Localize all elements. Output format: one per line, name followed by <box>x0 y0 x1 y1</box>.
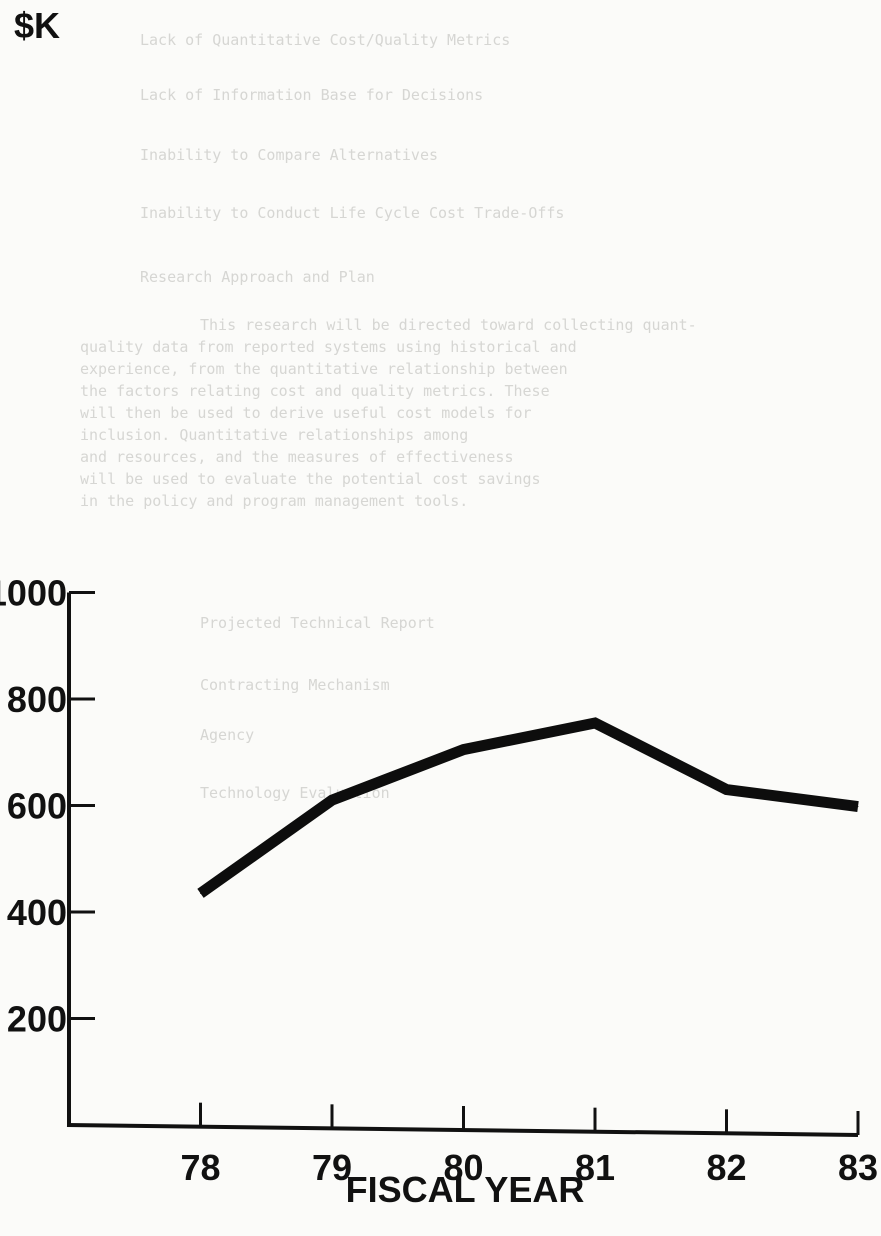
background-text-line: inclusion. Quantitative relationships am… <box>80 426 468 444</box>
y-tick-label: 200 <box>7 999 67 1040</box>
background-text-line: This research will be directed toward co… <box>200 316 697 334</box>
data-point <box>595 722 596 723</box>
data-point <box>858 806 859 807</box>
y-tick-label: 600 <box>7 786 67 827</box>
series <box>200 722 859 893</box>
background-text-line: Agency <box>200 726 254 744</box>
x-tick-label: 78 <box>180 1147 220 1188</box>
background-text-line: in the policy and program management too… <box>80 492 468 510</box>
background-text-line: Inability to Conduct Life Cycle Cost Tra… <box>140 204 564 222</box>
x-axis-title: FISCAL YEAR <box>346 1169 585 1210</box>
background-text-line: Contracting Mechanism <box>200 676 390 694</box>
series-line <box>201 723 859 893</box>
background-text-line: Projected Technical Report <box>200 614 435 632</box>
y-tick-label: 800 <box>7 679 67 720</box>
x-tick-label: 82 <box>706 1147 746 1188</box>
background-text-line: Lack of Quantitative Cost/Quality Metric… <box>140 31 510 49</box>
data-point <box>200 893 201 894</box>
ticks: 2004006008001000787980818283 <box>0 573 878 1189</box>
background-text-line: and resources, and the measures of effec… <box>80 448 513 466</box>
y-tick-label: 1000 <box>0 573 67 614</box>
data-point <box>726 789 727 790</box>
background-text-line: Research Approach and Plan <box>140 268 375 286</box>
background-text-line: will then be used to derive useful cost … <box>80 404 532 422</box>
background-text-line: the factors relating cost and quality me… <box>80 382 550 400</box>
y-tick-label: 400 <box>7 892 67 933</box>
faded-background-text: Lack of Quantitative Cost/Quality Metric… <box>80 31 697 802</box>
axes <box>67 593 858 1136</box>
background-text-line: will be used to evaluate the potential c… <box>80 470 541 488</box>
x-tick-label: 83 <box>838 1147 878 1188</box>
data-point <box>463 749 464 750</box>
background-text-line: Lack of Information Base for Decisions <box>140 86 483 104</box>
background-text-line: quality data from reported systems using… <box>80 338 577 356</box>
y-axis-title: $K <box>14 5 60 46</box>
data-point <box>332 800 333 801</box>
background-text-line: Inability to Compare Alternatives <box>140 146 438 164</box>
background-text-line: experience, from the quantitative relati… <box>80 360 568 378</box>
